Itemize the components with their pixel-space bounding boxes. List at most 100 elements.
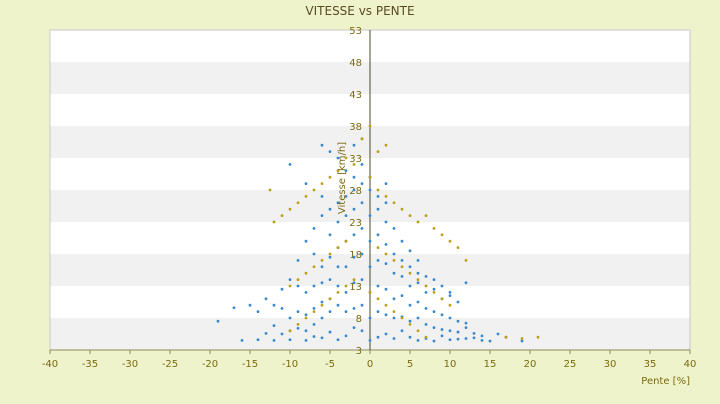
- data-point: [336, 284, 340, 288]
- data-point: [352, 188, 356, 192]
- data-point: [352, 307, 356, 310]
- data-point: [440, 233, 444, 237]
- data-point: [240, 339, 244, 342]
- data-point: [296, 259, 300, 262]
- data-point: [384, 252, 388, 256]
- y-tick-label: 33: [349, 154, 362, 165]
- data-point: [304, 313, 308, 317]
- data-point: [280, 214, 284, 218]
- data-point: [304, 271, 308, 275]
- data-point: [344, 334, 348, 338]
- data-point: [256, 338, 260, 342]
- data-point: [344, 291, 348, 294]
- data-point: [408, 265, 412, 269]
- data-point: [392, 252, 396, 256]
- x-tick-label: 0: [367, 359, 373, 370]
- x-tick-label: 25: [564, 359, 577, 370]
- x-tick-label: -25: [162, 359, 178, 370]
- data-point: [320, 281, 324, 285]
- data-point: [320, 214, 324, 218]
- data-point: [360, 201, 364, 205]
- data-point: [384, 287, 388, 291]
- y-tick-label: 28: [349, 186, 362, 197]
- y-tick-label: 53: [349, 26, 362, 37]
- data-point: [216, 319, 220, 323]
- data-point: [448, 316, 452, 320]
- data-point: [344, 265, 348, 269]
- data-point: [336, 338, 340, 342]
- data-point: [328, 297, 332, 301]
- data-point: [376, 233, 380, 237]
- y-axis-label: Vitesse [km/h]: [337, 142, 348, 214]
- data-point: [360, 278, 364, 281]
- data-point: [368, 291, 372, 294]
- data-point: [376, 335, 380, 339]
- data-points: [216, 124, 540, 343]
- data-point: [280, 287, 284, 291]
- data-point: [368, 175, 372, 179]
- data-point: [448, 291, 452, 294]
- data-point: [376, 195, 380, 198]
- x-tick-label: 10: [444, 359, 457, 370]
- data-point: [400, 294, 404, 297]
- y-tick-label: 3: [356, 346, 362, 357]
- x-tick-label: -40: [42, 359, 58, 370]
- y-tick-label: 18: [349, 250, 362, 261]
- data-point: [368, 265, 372, 269]
- data-point: [352, 175, 356, 179]
- data-point: [432, 227, 436, 230]
- data-point: [368, 339, 372, 342]
- data-point: [288, 207, 292, 211]
- data-point: [416, 339, 420, 342]
- x-tick-label: 15: [484, 359, 497, 370]
- data-point: [504, 335, 508, 339]
- data-point: [336, 291, 340, 294]
- x-tick-label: -15: [242, 359, 258, 370]
- data-point: [256, 310, 260, 313]
- data-point: [320, 195, 324, 198]
- data-point: [416, 281, 420, 285]
- data-point: [352, 281, 356, 285]
- data-point: [432, 339, 436, 343]
- data-point: [344, 156, 348, 160]
- data-point: [408, 335, 412, 339]
- data-point: [424, 335, 428, 339]
- data-point: [368, 214, 372, 218]
- data-point: [424, 275, 428, 278]
- data-point: [376, 150, 380, 154]
- data-point: [360, 252, 364, 256]
- data-point: [288, 163, 292, 166]
- data-point: [352, 326, 356, 329]
- data-point: [456, 330, 460, 334]
- data-point: [488, 339, 492, 343]
- data-point: [408, 323, 412, 326]
- data-point: [416, 278, 420, 281]
- data-point: [400, 265, 404, 269]
- data-point: [272, 339, 276, 342]
- data-point: [416, 316, 420, 320]
- data-point: [344, 239, 348, 243]
- data-point: [480, 339, 484, 342]
- x-tick-label: -5: [325, 359, 335, 370]
- data-point: [424, 307, 428, 310]
- data-point: [416, 329, 420, 333]
- data-point: [376, 259, 380, 262]
- data-point: [296, 201, 300, 205]
- data-point: [472, 336, 476, 340]
- data-point: [296, 310, 300, 313]
- data-point: [456, 300, 460, 304]
- data-point: [360, 163, 364, 166]
- data-point: [384, 143, 388, 147]
- data-point: [352, 233, 356, 237]
- data-point: [360, 137, 364, 141]
- data-point: [384, 262, 388, 265]
- data-point: [344, 169, 348, 173]
- data-point: [392, 310, 396, 313]
- data-point: [384, 220, 388, 224]
- y-tick-label: 8: [356, 314, 362, 325]
- data-point: [328, 175, 332, 179]
- data-point: [312, 307, 316, 310]
- data-point: [456, 246, 460, 250]
